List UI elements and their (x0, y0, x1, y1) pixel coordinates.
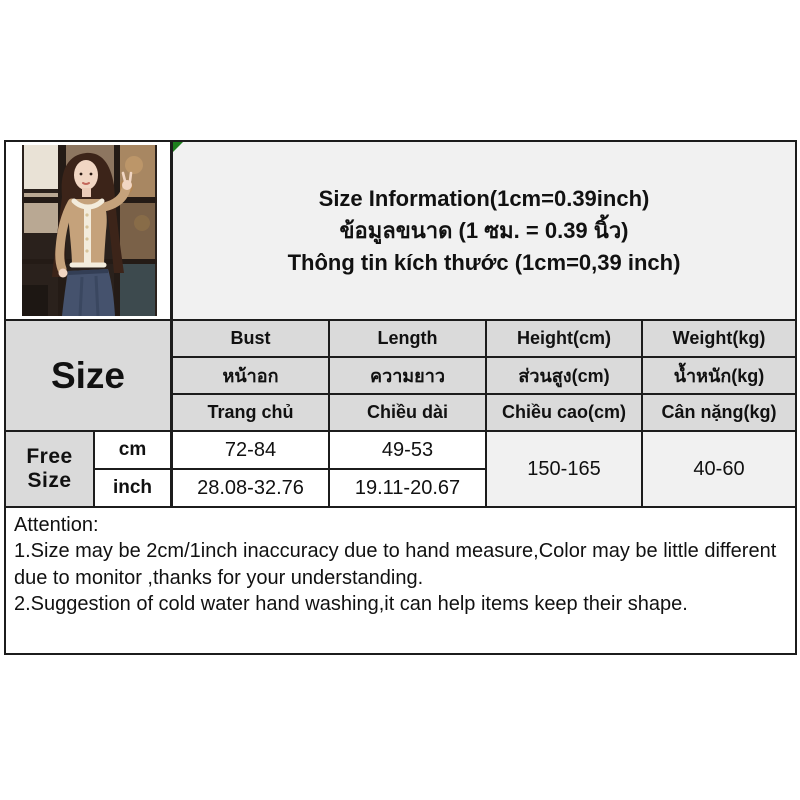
attention-note-1: 1.Size may be 2cm/1inch inaccuracy due t… (14, 540, 777, 589)
title-thai: ข้อมูลขนาด (1 ซม. = 0.39 นิ้ว) (339, 217, 629, 243)
col-header-length-th: ความยาว (330, 358, 487, 395)
product-photo (22, 145, 157, 316)
col-header-height-th: ส่วนสูง(cm) (487, 358, 643, 395)
bust-inch-value: 28.08-32.76 (173, 470, 330, 508)
attention-heading: Attention: (14, 514, 99, 536)
green-corner-marker-icon (173, 142, 183, 152)
photo-cell (6, 142, 173, 319)
col-header-bust-th: หน้าอก (173, 358, 330, 395)
weight-value: 40-60 (643, 432, 795, 508)
row-label-free-size: Free Size (6, 432, 95, 508)
col-header-height-en: Height(cm) (487, 321, 643, 358)
col-header-weight-vi: Cân nặng(kg) (643, 395, 795, 432)
height-value: 150-165 (487, 432, 643, 508)
col-header-weight-en: Weight(kg) (643, 321, 795, 358)
title-english: Size Information(1cm=0.39inch) (318, 185, 650, 211)
length-inch-value: 19.11-20.67 (330, 470, 487, 508)
attention-note-2: 2.Suggestion of cold water hand washing,… (14, 593, 688, 616)
size-header-cell: Size (6, 321, 173, 432)
col-header-weight-th: น้ำหนัก(kg) (643, 358, 795, 395)
content-box: Size Information(1cm=0.39inch) ข้อมูลขนา… (4, 140, 797, 655)
title-vietnamese: Thông tin kích thước (1cm=0,39 inch) (287, 250, 681, 276)
attention-section: Attention: 1.Size may be 2cm/1inch inacc… (6, 508, 795, 653)
col-header-bust-en: Bust (173, 321, 330, 358)
unit-cm-cell: cm (95, 432, 173, 470)
col-header-length-en: Length (330, 321, 487, 358)
col-header-height-vi: Chiều cao(cm) (487, 395, 643, 432)
unit-inch-cell: inch (95, 470, 173, 508)
title-cell: Size Information(1cm=0.39inch) ข้อมูลขนา… (173, 142, 795, 319)
col-header-bust-vi: Trang chủ (173, 395, 330, 432)
length-cm-value: 49-53 (330, 432, 487, 470)
top-row: Size Information(1cm=0.39inch) ข้อมูลขนา… (6, 142, 795, 321)
bust-cm-value: 72-84 (173, 432, 330, 470)
product-photo-illustration (22, 145, 157, 316)
col-header-length-vi: Chiều dài (330, 395, 487, 432)
size-table: Size Bust Length Height(cm) Weight(kg) ห… (6, 321, 795, 508)
